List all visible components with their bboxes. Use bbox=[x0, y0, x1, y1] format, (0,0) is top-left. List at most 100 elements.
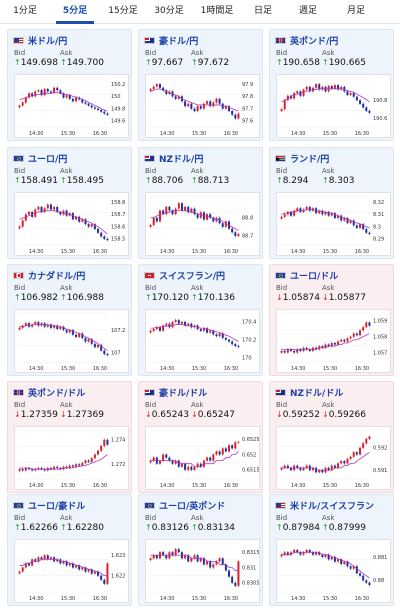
candle-body bbox=[71, 98, 74, 102]
candle-body bbox=[327, 467, 330, 471]
nz-flag-icon bbox=[144, 155, 155, 162]
rate-card[interactable]: 豪ドル/ドル Bid Ask ↓0.65243 ↓0.65247 0.6525 0.652 0… bbox=[138, 381, 263, 493]
candle-body bbox=[168, 457, 171, 461]
y-tick-label: 97.9 bbox=[242, 82, 253, 88]
x-tick-label: 16:30 bbox=[93, 596, 107, 602]
rate-card[interactable]: 豪ドル/円 Bid Ask ↑97.667 ↑97.672 97.9 97.8 97.7 97.… bbox=[138, 29, 263, 141]
candle-body bbox=[97, 108, 100, 110]
tab-5min[interactable]: 5分足 bbox=[52, 0, 98, 24]
up-arrow-icon: ↑ bbox=[276, 58, 283, 67]
candle-body bbox=[34, 91, 37, 97]
candle-body bbox=[234, 344, 237, 346]
bid-value: 149.698 bbox=[20, 58, 58, 68]
tab-weekly[interactable]: 週足 bbox=[298, 6, 317, 16]
currency-pair-link[interactable]: 米ドル/スイスフラン bbox=[290, 502, 375, 512]
candlestick-chart[interactable]: 1.274 1.272 14:30 15:30 16:30 bbox=[14, 426, 129, 490]
x-tick-label: 15:30 bbox=[323, 131, 337, 137]
moving-average-line bbox=[150, 210, 239, 231]
currency-pair-link[interactable]: ランド/円 bbox=[290, 155, 330, 165]
candle-body bbox=[349, 566, 352, 569]
currency-pair-link[interactable]: ユーロ/英ポンド bbox=[159, 502, 226, 512]
ask-label: Ask bbox=[191, 284, 204, 292]
currency-pair-link[interactable]: カナダドル/円 bbox=[28, 272, 86, 282]
candle-body bbox=[87, 569, 90, 572]
currency-pair-link[interactable]: NZドル/円 bbox=[159, 155, 204, 165]
rate-card[interactable]: ユーロ/豪ドル Bid Ask ↑1.62266 ↑1.62280 1.623 1.622 1… bbox=[7, 494, 132, 606]
rate-card[interactable]: ユーロ/英ポンド Bid Ask ↑0.83126 ↑0.83134 0.8315 0.83… bbox=[138, 494, 263, 606]
y-tick-label: 158.7 bbox=[111, 212, 125, 218]
tab-monthly[interactable]: 月足 bbox=[346, 6, 365, 16]
rate-card[interactable]: ユーロ/円 Bid Ask ↑158.491 ↑158.495 158.8 158.7 158… bbox=[7, 147, 132, 259]
candlestick-chart[interactable]: 1.623 1.622 14:30 15:30 16:30 bbox=[14, 539, 129, 603]
tab-1min[interactable]: 1分足 bbox=[13, 6, 37, 16]
candle-body bbox=[27, 323, 30, 327]
candle-body bbox=[237, 113, 240, 119]
currency-pair-link[interactable]: NZドル/ドル bbox=[290, 389, 344, 399]
candle-body bbox=[346, 458, 349, 464]
candlestick-chart[interactable]: 1.059 1.058 1.057 14:30 15:30 16:30 bbox=[276, 309, 391, 373]
candle-body bbox=[362, 224, 365, 230]
candlestick-chart[interactable]: 8.32 8.31 8.3 8.29 14:30 15:30 16:30 bbox=[276, 192, 391, 256]
rate-card[interactable]: 米ドル/スイスフラン Bid Ask ↑0.87984 ↑0.87999 0.881 0.8… bbox=[269, 494, 394, 606]
candle-body bbox=[162, 210, 165, 215]
candlestick-chart[interactable]: 88.8 88.7 14:30 15:30 16:30 bbox=[145, 192, 260, 256]
y-tick-label: 149.6 bbox=[111, 119, 125, 125]
candle-body bbox=[171, 321, 174, 328]
candle-body bbox=[280, 109, 283, 111]
rate-card[interactable]: NZドル/円 Bid Ask ↑88.706 ↑88.713 88.8 88.7 14:30 1… bbox=[138, 147, 263, 259]
candlestick-chart[interactable]: 158.8 158.7 158.6 158.5 14:30 15:30 16:30 bbox=[14, 192, 129, 256]
candle-body bbox=[218, 217, 221, 224]
up-arrow-icon: ↑ bbox=[191, 293, 198, 302]
currency-pair-link[interactable]: 英ポンド/円 bbox=[290, 37, 339, 47]
candlestick-chart[interactable]: 0.592 0.591 14:30 15:30 16:30 bbox=[276, 426, 391, 490]
rate-card[interactable]: ユーロ/ドル Bid Ask ↓1.05874 ↓1.05877 1.059 1.058 1.… bbox=[269, 264, 394, 376]
moving-average-line bbox=[19, 324, 108, 351]
candle-body bbox=[152, 555, 155, 559]
rate-card[interactable]: ランド/円 Bid Ask ↑8.294 ↑8.303 8.32 8.31 8.3 8.29 14… bbox=[269, 147, 394, 259]
candlestick-chart[interactable]: 97.9 97.8 97.7 97.6 14:30 15:30 16:30 bbox=[145, 74, 260, 138]
currency-pair-link[interactable]: スイスフラン/円 bbox=[159, 272, 226, 282]
y-tick-label: 97.8 bbox=[242, 94, 253, 100]
candlestick-chart[interactable]: 190.8 190.6 14:30 15:30 16:30 bbox=[276, 74, 391, 138]
candle-body bbox=[78, 464, 81, 466]
candlestick-chart[interactable]: 150.2 150 149.8 149.6 14:30 15:30 16:30 bbox=[14, 74, 129, 138]
tab-30min[interactable]: 30分足 bbox=[154, 6, 184, 16]
currency-pair-link[interactable]: 英ポンド/ドル bbox=[28, 389, 86, 399]
bid-ask-prices: ↓0.65243 ↓0.65247 bbox=[145, 410, 263, 422]
currency-pair-link[interactable]: ユーロ/ドル bbox=[290, 272, 339, 282]
bid-label: Bid bbox=[276, 401, 288, 409]
tab-15min[interactable]: 15分足 bbox=[108, 6, 138, 16]
ask-price: ↑190.665 bbox=[322, 58, 366, 68]
rate-card[interactable]: スイスフラン/円 Bid Ask ↑170.120 ↑170.136 170.4 170.2… bbox=[138, 264, 263, 376]
candle-body bbox=[333, 465, 336, 468]
currency-pair-link[interactable]: 豪ドル/円 bbox=[159, 37, 199, 47]
currency-pair-link[interactable]: ユーロ/円 bbox=[28, 155, 68, 165]
rate-card[interactable]: カナダドル/円 Bid Ask ↑106.982 ↑106.988 107.2 107 14:… bbox=[7, 264, 132, 376]
x-tick-label: 14:30 bbox=[29, 366, 43, 372]
currency-pair-link[interactable]: 豪ドル/ドル bbox=[159, 389, 208, 399]
y-tick-label: 190.6 bbox=[373, 116, 387, 122]
tab-daily[interactable]: 日足 bbox=[253, 6, 272, 16]
candle-body bbox=[302, 467, 305, 471]
rate-card[interactable]: 英ポンド/ドル Bid Ask ↓1.27359 ↓1.27369 1.274 1.272 1… bbox=[7, 381, 132, 493]
currency-pair-link[interactable]: ユーロ/豪ドル bbox=[28, 502, 86, 512]
candle-body bbox=[206, 101, 209, 104]
rate-card[interactable]: NZドル/ドル Bid Ask ↓0.59252 ↓0.59266 0.592 0.591 1… bbox=[269, 381, 394, 493]
rate-card[interactable]: 米ドル/円 Bid Ask ↑149.698 ↑149.700 150.2 150 149.8… bbox=[7, 29, 132, 141]
candle-body bbox=[18, 226, 21, 229]
x-tick-label: 14:30 bbox=[29, 249, 43, 255]
candle-body bbox=[18, 571, 21, 574]
rate-card[interactable]: 英ポンド/円 Bid Ask ↑190.658 ↑190.665 190.8 190.6 14… bbox=[269, 29, 394, 141]
candle-body bbox=[158, 327, 161, 331]
currency-pair-link[interactable]: 米ドル/円 bbox=[28, 37, 68, 47]
candlestick-chart[interactable]: 0.8315 0.831 0.8305 14:30 15:30 16:30 bbox=[145, 539, 260, 603]
candle-body bbox=[237, 345, 240, 347]
candlestick-chart[interactable]: 107.2 107 14:30 15:30 16:30 bbox=[14, 309, 129, 373]
candlestick-chart[interactable]: 0.6525 0.652 0.6515 14:30 15:30 16:30 bbox=[145, 426, 260, 490]
candle-body bbox=[49, 467, 52, 470]
candlestick-chart[interactable]: 170.4 170.2 170 14:30 15:30 16:30 bbox=[145, 309, 260, 373]
candlestick-chart[interactable]: 0.881 0.88 14:30 15:30 16:30 bbox=[276, 539, 391, 603]
y-tick-label: 1.059 bbox=[373, 319, 387, 325]
candle-body bbox=[321, 554, 324, 557]
tab-1hour[interactable]: 1時間足 bbox=[200, 6, 234, 16]
